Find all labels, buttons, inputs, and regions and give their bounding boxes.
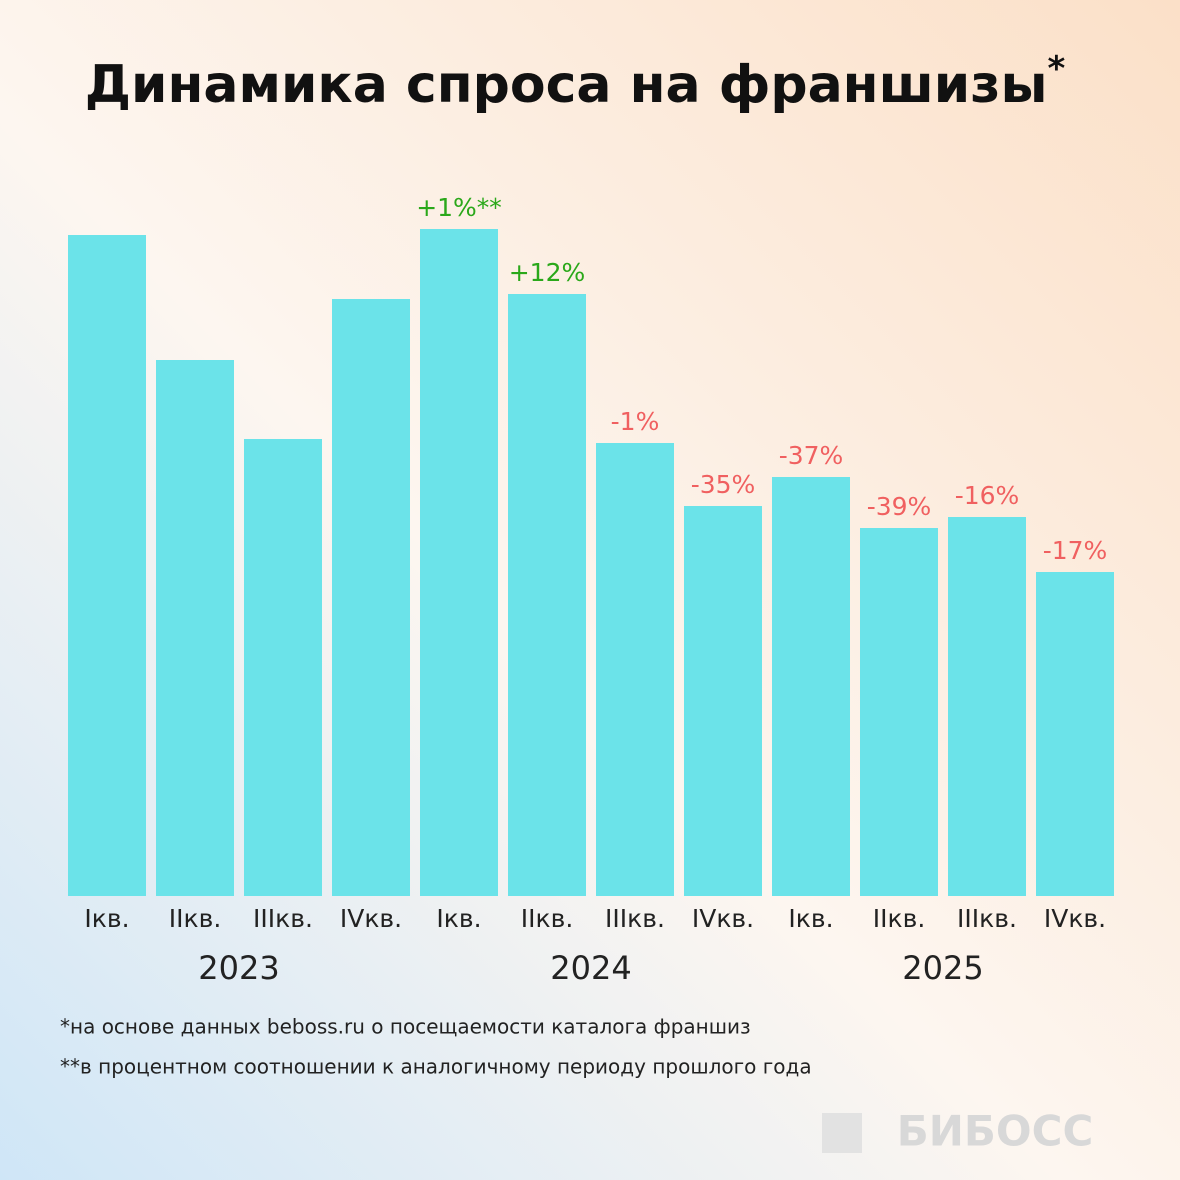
bar — [68, 235, 146, 896]
x-tick-label: IIIкв. — [253, 904, 313, 933]
bar — [508, 294, 586, 896]
change-label: +12% — [509, 258, 586, 287]
x-tick-label: Iкв. — [84, 904, 129, 933]
x-tick-label: Iкв. — [436, 904, 481, 933]
change-label: -17% — [1043, 536, 1108, 565]
footnote: *на основе данных beboss.ru о посещаемос… — [60, 1015, 751, 1039]
bar — [596, 443, 674, 896]
bar — [332, 299, 410, 896]
bar — [772, 477, 850, 896]
change-label: -35% — [691, 470, 756, 499]
year-label: 2024 — [550, 949, 631, 987]
x-tick-label: IIкв. — [169, 904, 222, 933]
bar — [684, 506, 762, 896]
x-tick-label: IVкв. — [1044, 904, 1106, 933]
bar — [420, 229, 498, 896]
brand-logo — [822, 1113, 862, 1153]
bar — [1036, 572, 1114, 896]
footnote: **в процентном соотношении к аналогичном… — [60, 1055, 812, 1079]
x-tick-label: IVкв. — [692, 904, 754, 933]
title-mark: * — [1047, 49, 1065, 89]
x-tick-label: IIкв. — [521, 904, 574, 933]
change-label: -39% — [867, 492, 932, 521]
bar — [948, 517, 1026, 896]
bar — [860, 528, 938, 896]
title-text: Динамика спроса на франшизы — [85, 55, 1048, 115]
change-label: +1%** — [416, 193, 502, 222]
bar — [156, 360, 234, 896]
brand: БИБОСС — [897, 1107, 1094, 1156]
change-label: -37% — [779, 441, 844, 470]
change-label: -1% — [611, 407, 660, 436]
x-tick-label: IIкв. — [873, 904, 926, 933]
x-tick-label: IVкв. — [340, 904, 402, 933]
change-label: -16% — [955, 481, 1020, 510]
bar — [244, 439, 322, 896]
year-label: 2025 — [902, 949, 983, 987]
x-tick-label: Iкв. — [788, 904, 833, 933]
chart-title: Динамика спроса на франшизы* — [85, 49, 1066, 116]
x-tick-label: IIIкв. — [605, 904, 665, 933]
x-tick-label: IIIкв. — [957, 904, 1017, 933]
year-label: 2023 — [198, 949, 279, 987]
